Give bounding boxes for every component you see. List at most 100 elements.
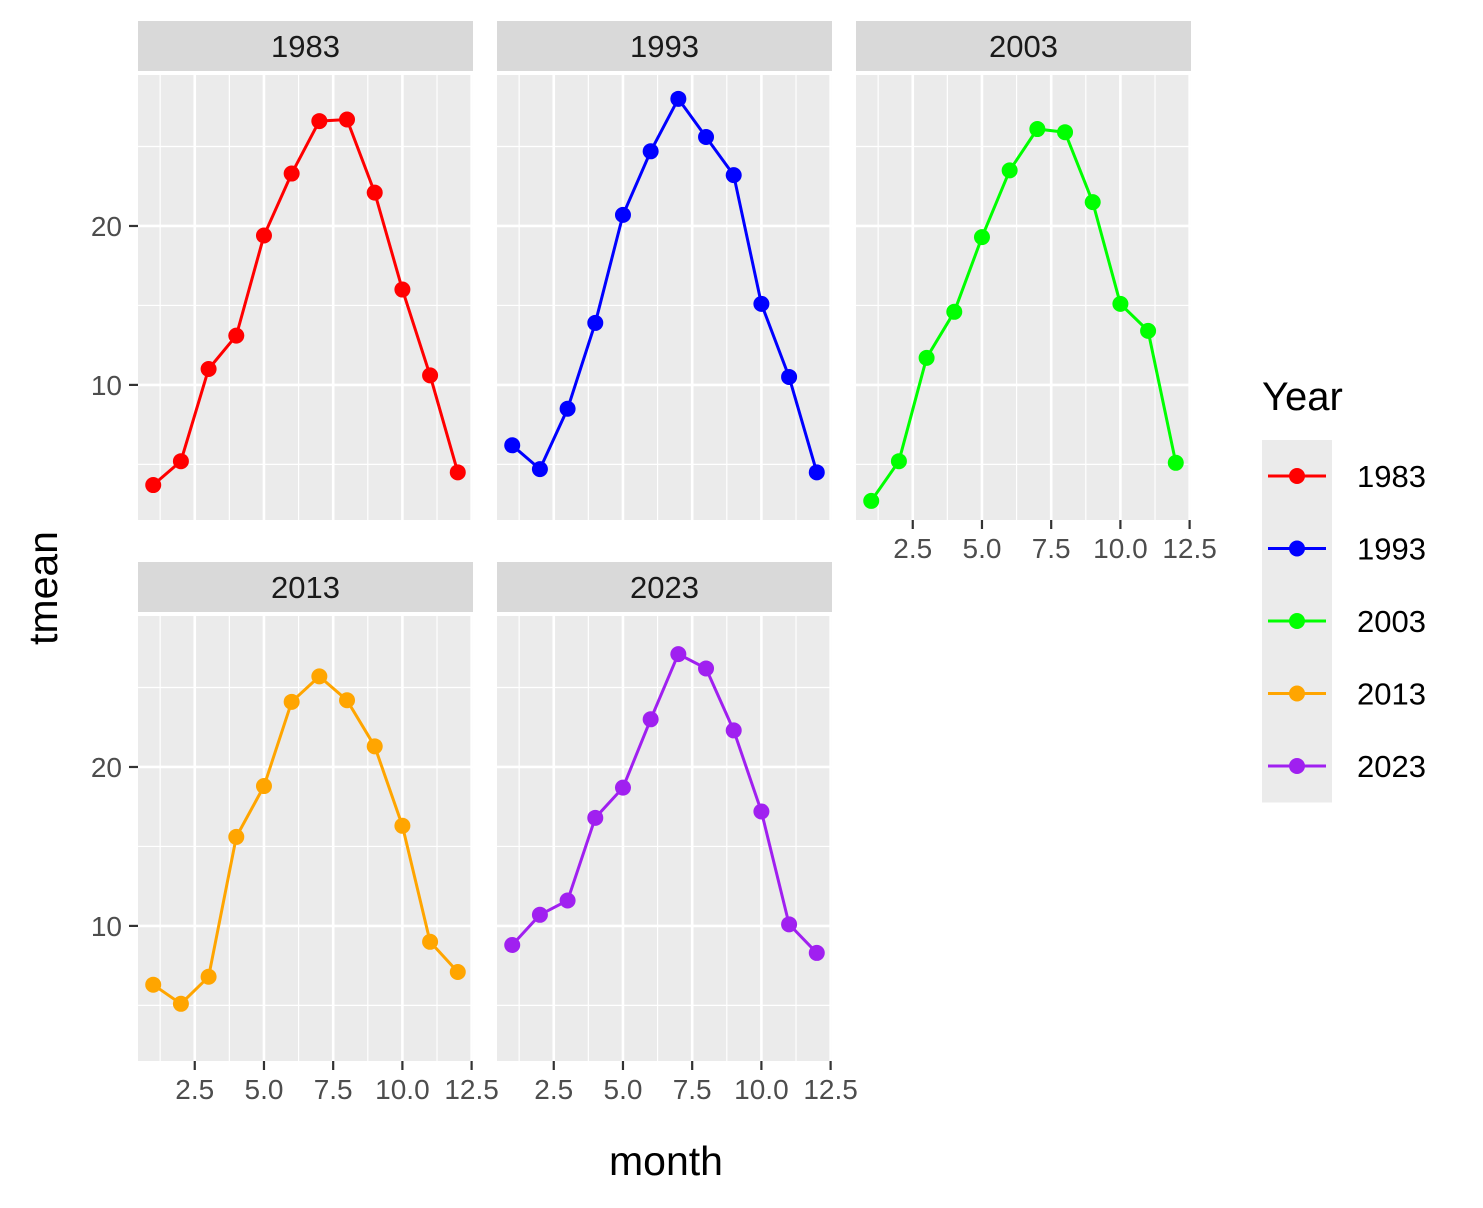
data-point xyxy=(504,437,521,454)
series-line-1993 xyxy=(511,95,819,473)
x-tick-label: 2.5 xyxy=(175,1074,214,1105)
data-point xyxy=(1084,194,1101,211)
axes: 10 20 2.5 5.0 7.5 10.0 12.5 10 20 2.5 5.0 7.5 10.0 12… xyxy=(20,211,1217,1184)
data-point xyxy=(449,464,466,481)
data-point xyxy=(394,281,411,298)
x-tick-label: 5.0 xyxy=(245,1074,284,1105)
data-point xyxy=(1140,322,1157,339)
data-point xyxy=(283,693,300,710)
facet-panels: 1983 1993 2003 2013 2023 xyxy=(138,21,1191,1061)
data-point xyxy=(642,711,659,728)
data-point xyxy=(781,916,798,933)
data-point xyxy=(753,803,770,820)
data-point xyxy=(725,167,742,184)
x-axis-title: month xyxy=(609,1138,723,1184)
x-tick-label: 2.5 xyxy=(893,533,932,564)
facet-panel-2013: 2013 xyxy=(138,562,473,1061)
data-point xyxy=(531,906,548,923)
data-point xyxy=(781,368,798,385)
data-point xyxy=(339,111,356,128)
data-point xyxy=(1001,162,1018,179)
y-tick-label: 20 xyxy=(91,752,122,783)
data-point xyxy=(311,668,328,685)
series-line-1983 xyxy=(152,117,460,487)
legend-label: 1993 xyxy=(1357,532,1426,567)
data-point xyxy=(725,722,742,739)
facet-strip xyxy=(138,21,473,71)
legend-key-point xyxy=(1289,758,1305,774)
data-point xyxy=(808,944,825,961)
legend-key-point xyxy=(1289,613,1305,629)
facet-strip xyxy=(497,21,832,71)
x-tick-label: 7.5 xyxy=(314,1074,353,1105)
legend-key-1983 xyxy=(1262,440,1332,513)
data-point xyxy=(670,90,687,107)
data-point xyxy=(918,349,935,366)
panel-background xyxy=(856,75,1191,520)
x-tick-label: 12.5 xyxy=(803,1074,858,1105)
legend-key-2013 xyxy=(1262,657,1332,730)
data-point xyxy=(228,327,245,344)
x-tick-label: 7.5 xyxy=(673,1074,712,1105)
data-point xyxy=(559,892,576,909)
panel-background xyxy=(497,616,832,1061)
facet-strip-label: 1993 xyxy=(630,29,699,64)
major-gridlines xyxy=(497,616,832,1061)
data-point xyxy=(587,809,604,826)
facet-strip-label: 2003 xyxy=(989,29,1058,64)
legend-label: 2023 xyxy=(1357,749,1426,784)
x-tick-label: 7.5 xyxy=(1032,533,1071,564)
legend-key-1993 xyxy=(1262,512,1332,585)
data-point xyxy=(145,477,162,494)
data-point xyxy=(311,113,328,130)
facet-panel-2023: 2023 xyxy=(497,562,832,1061)
facet-strip xyxy=(138,562,473,612)
data-point xyxy=(614,206,631,223)
data-point xyxy=(200,361,217,378)
facet-panel-1993: 1993 xyxy=(497,21,832,520)
facet-strip-label: 2023 xyxy=(630,570,699,605)
data-point xyxy=(753,295,770,312)
facet-strip xyxy=(497,562,832,612)
data-point xyxy=(145,976,162,993)
facet-strip xyxy=(856,21,1191,71)
data-point xyxy=(504,936,521,953)
y-tick-label: 10 xyxy=(91,370,122,401)
x-tick-label: 10.0 xyxy=(1093,533,1148,564)
x-tick-label: 10.0 xyxy=(375,1074,430,1105)
y-tick-label: 10 xyxy=(91,911,122,942)
data-point xyxy=(449,964,466,980)
data-point xyxy=(339,692,356,709)
legend-key-2023 xyxy=(1262,730,1332,803)
data-point xyxy=(973,229,990,246)
panel-background xyxy=(138,616,473,1061)
legend-label: 2013 xyxy=(1357,677,1426,712)
x-tick-label: 2.5 xyxy=(534,1074,573,1105)
legend-title: Year xyxy=(1262,375,1343,419)
facet-panel-1983: 1983 xyxy=(138,21,473,520)
facet-panel-2003: 2003 xyxy=(856,21,1191,520)
data-point xyxy=(614,779,631,796)
data-point xyxy=(808,464,825,481)
data-point xyxy=(642,143,659,160)
data-point xyxy=(890,453,907,470)
x-tick-label: 5.0 xyxy=(604,1074,643,1105)
data-point xyxy=(559,400,576,417)
data-point xyxy=(531,461,548,478)
major-gridlines xyxy=(856,75,1191,520)
legend-key-point xyxy=(1289,685,1305,702)
legend-key-point xyxy=(1289,468,1305,484)
legend-key-point xyxy=(1289,540,1305,557)
data-point xyxy=(283,165,300,182)
facet-strip-label: 1983 xyxy=(271,29,340,64)
data-point xyxy=(1029,121,1046,138)
data-point xyxy=(255,227,272,244)
y-axis-title: tmean xyxy=(20,531,66,645)
facet-strip-label: 2013 xyxy=(271,570,340,605)
data-point xyxy=(1112,295,1129,312)
data-point xyxy=(698,660,715,677)
x-tick-label: 12.5 xyxy=(444,1074,499,1105)
data-point xyxy=(587,314,604,331)
x-tick-label: 5.0 xyxy=(963,533,1002,564)
